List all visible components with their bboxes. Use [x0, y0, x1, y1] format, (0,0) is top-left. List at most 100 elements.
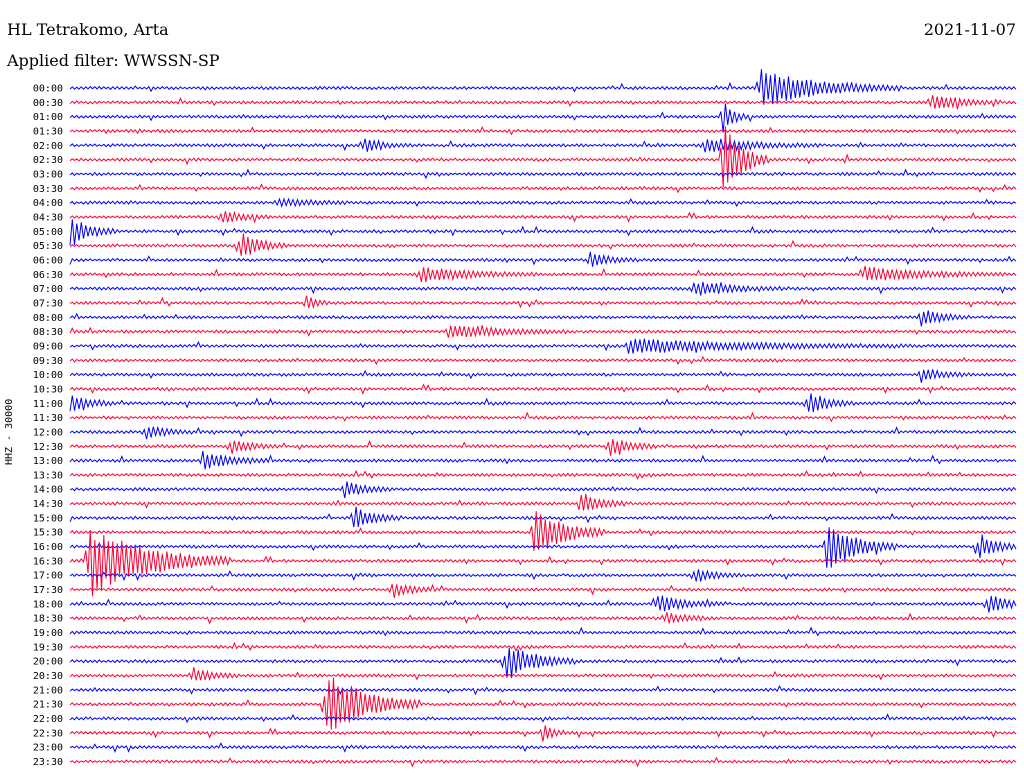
row-time-label: 14:30	[33, 499, 63, 510]
row-time-label: 09:00	[33, 341, 63, 352]
row-time-label: 07:30	[33, 298, 63, 309]
row-time-label: 20:00	[33, 657, 63, 668]
trace-line	[69, 168, 1017, 180]
trace-line	[69, 126, 1017, 136]
row-time-label: 21:30	[33, 700, 63, 711]
trace-line	[69, 684, 1017, 696]
trace-line	[69, 126, 1017, 188]
trace-line	[69, 569, 1017, 582]
row-time-label: 08:00	[33, 313, 63, 324]
row-time-label: 05:00	[33, 227, 63, 238]
trace-line	[69, 612, 1017, 625]
row-time-label: 02:00	[33, 141, 63, 152]
trace-line	[69, 583, 1017, 598]
trace-line	[69, 69, 1017, 105]
trace-line	[69, 450, 1017, 470]
trace-line	[69, 210, 1017, 224]
trace-line	[69, 677, 1017, 730]
trace-line	[69, 527, 1017, 568]
row-time-label: 21:00	[33, 685, 63, 696]
row-time-label: 15:30	[33, 528, 63, 539]
trace-line	[69, 439, 1017, 456]
row-time-label: 20:30	[33, 671, 63, 682]
row-time-label: 14:00	[33, 485, 63, 496]
row-time-label: 23:00	[33, 743, 63, 754]
row-time-label: 11:00	[33, 399, 63, 410]
filter-label: Applied filter: WWSSN-SP	[7, 51, 220, 70]
trace-line	[69, 425, 1017, 440]
trace-line	[69, 530, 1017, 597]
trace-line	[69, 251, 1017, 267]
row-time-label: 13:00	[33, 456, 63, 467]
trace-line	[69, 742, 1017, 754]
trace-line	[69, 756, 1017, 768]
row-time-label: 19:30	[33, 642, 63, 653]
trace-line	[69, 103, 1017, 133]
trace-line	[69, 725, 1017, 742]
date-label: 2021-11-07	[923, 20, 1016, 39]
trace-line	[69, 626, 1017, 637]
row-time-label: 01:00	[33, 112, 63, 123]
row-time-label: 13:30	[33, 470, 63, 481]
trace-line	[69, 197, 1017, 209]
trace-line	[69, 411, 1017, 423]
row-time-label: 00:30	[33, 98, 63, 109]
trace-line	[69, 219, 1017, 246]
row-time-label: 12:30	[33, 442, 63, 453]
row-time-label: 17:00	[33, 571, 63, 582]
trace-line	[69, 338, 1017, 354]
trace-line	[69, 310, 1017, 327]
row-time-label: 03:30	[33, 184, 63, 195]
row-time-label: 04:30	[33, 212, 63, 223]
row-time-label: 08:30	[33, 327, 63, 338]
trace-line	[69, 95, 1017, 110]
row-time-label: 15:00	[33, 513, 63, 524]
row-time-label: 18:30	[33, 614, 63, 625]
row-time-label: 07:00	[33, 284, 63, 295]
row-time-label: 09:30	[33, 356, 63, 367]
row-time-label: 10:30	[33, 384, 63, 395]
trace-line	[69, 281, 1017, 296]
row-time-label: 19:00	[33, 628, 63, 639]
trace-line	[69, 138, 1017, 153]
trace-line	[69, 355, 1017, 366]
station-title: HL Tetrakomo, Arta	[7, 20, 169, 39]
row-time-label: 05:30	[33, 241, 63, 252]
row-time-label: 03:00	[33, 169, 63, 180]
trace-line	[69, 481, 1017, 499]
row-time-label: 12:00	[33, 427, 63, 438]
trace-line	[69, 647, 1017, 679]
trace-line	[69, 325, 1017, 338]
trace-line	[69, 183, 1017, 194]
trace-line	[69, 265, 1017, 283]
trace-line	[69, 493, 1017, 511]
trace-line	[69, 641, 1017, 652]
row-time-label: 22:30	[33, 728, 63, 739]
trace-line	[69, 393, 1017, 413]
row-time-label: 22:00	[33, 714, 63, 725]
row-time-label: 11:30	[33, 413, 63, 424]
row-time-label: 16:00	[33, 542, 63, 553]
trace-line	[69, 595, 1017, 613]
trace-line	[69, 469, 1017, 480]
row-time-label: 06:30	[33, 270, 63, 281]
row-time-label: 23:30	[33, 757, 63, 768]
row-time-label: 01:30	[33, 126, 63, 137]
row-time-label: 10:00	[33, 370, 63, 381]
trace-line	[69, 295, 1017, 310]
trace-line	[69, 506, 1017, 528]
row-time-label: 02:30	[33, 155, 63, 166]
trace-line	[69, 369, 1017, 383]
row-time-label: 00:00	[33, 84, 63, 95]
trace-line	[69, 383, 1017, 395]
trace-line	[69, 667, 1017, 682]
trace-line	[69, 511, 1017, 551]
row-time-label: 04:00	[33, 198, 63, 209]
trace-line	[69, 713, 1017, 724]
trace-line	[69, 233, 1017, 256]
row-time-label: 18:00	[33, 599, 63, 610]
row-time-label: 06:00	[33, 255, 63, 266]
row-time-label: 17:30	[33, 585, 63, 596]
row-time-label: 16:30	[33, 556, 63, 567]
